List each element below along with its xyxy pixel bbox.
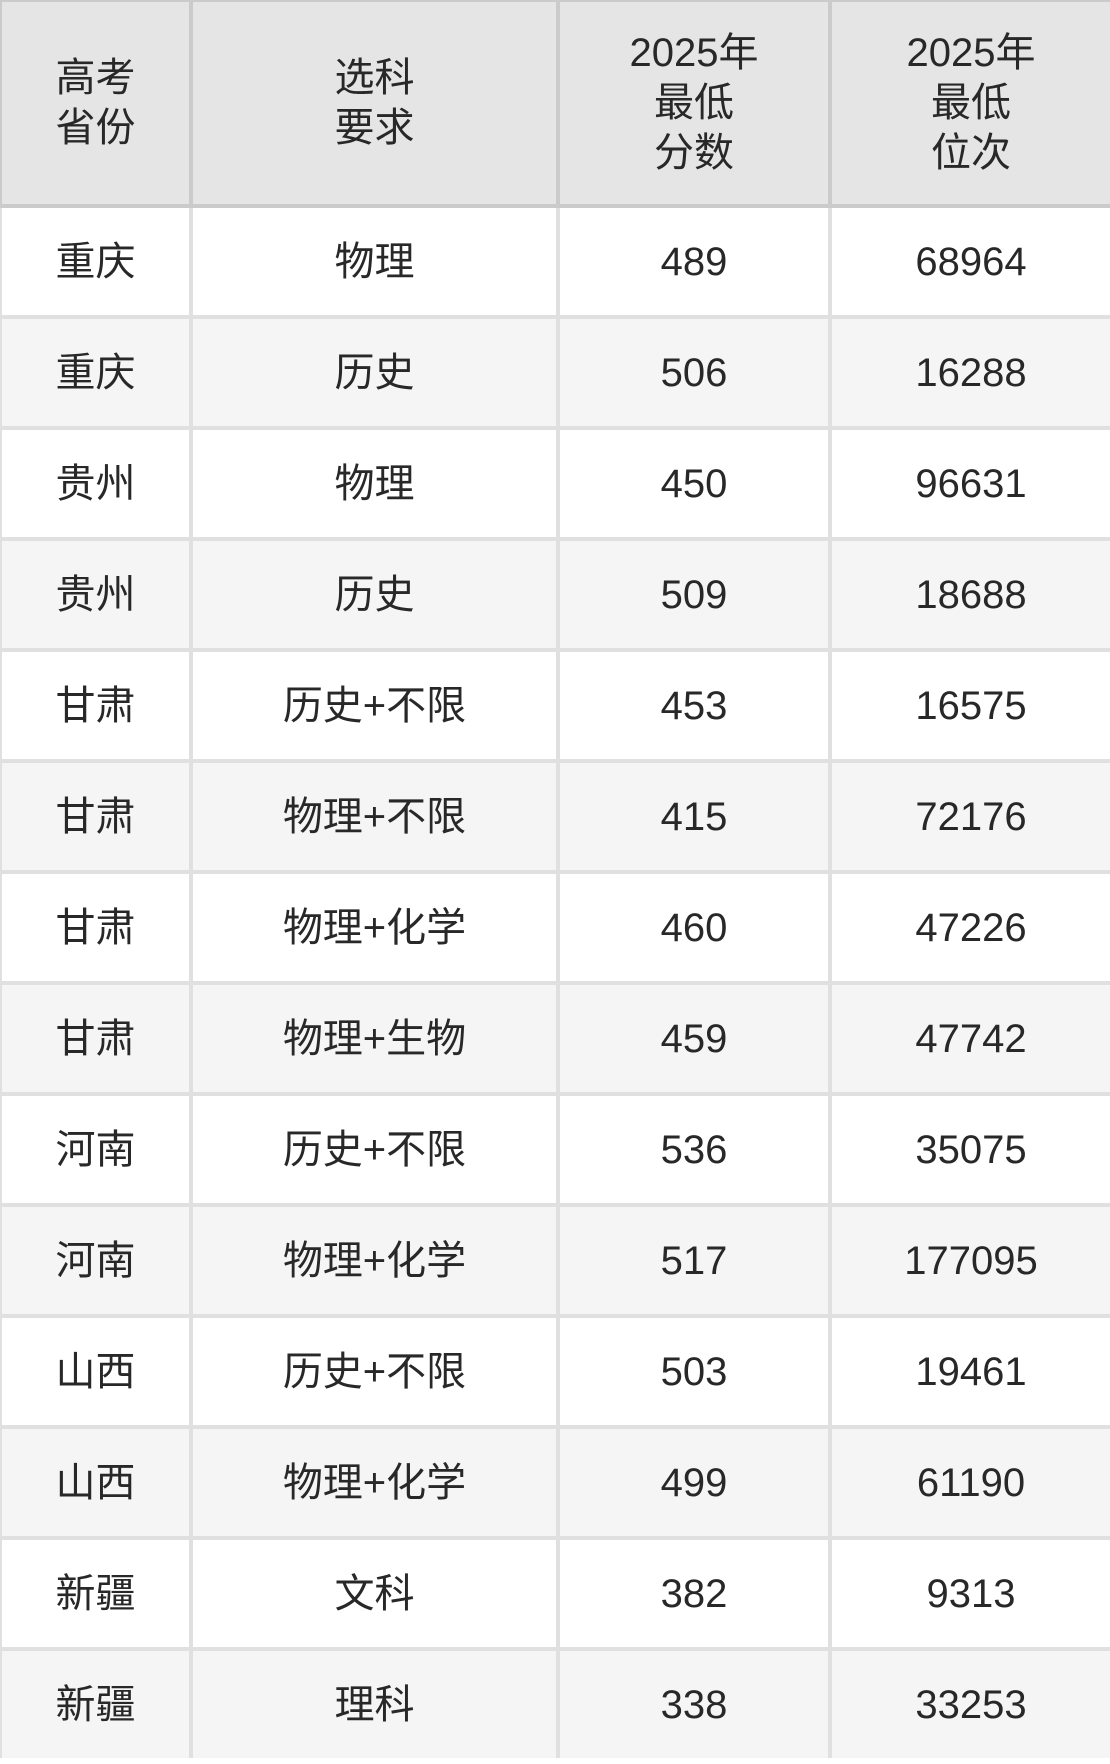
cell-min-rank: 16575 — [828, 648, 1110, 763]
cell-min-score: 536 — [556, 1092, 832, 1207]
cell-province: 重庆 — [0, 315, 193, 430]
table-row: 山西 物理+化学 499 61190 — [0, 1425, 1110, 1540]
cell-province: 贵州 — [0, 426, 193, 541]
cell-province: 甘肃 — [0, 981, 193, 1096]
cell-requirement: 历史+不限 — [189, 648, 560, 763]
cell-min-score: 382 — [556, 1536, 832, 1651]
cell-min-score: 509 — [556, 537, 832, 652]
table-row: 新疆 理科 338 33253 — [0, 1647, 1110, 1758]
cell-requirement: 物理+化学 — [189, 1203, 560, 1318]
cell-min-score: 499 — [556, 1425, 832, 1540]
cell-requirement: 物理 — [189, 204, 560, 319]
cell-requirement: 理科 — [189, 1647, 560, 1758]
cell-min-rank: 177095 — [828, 1203, 1110, 1318]
table-row: 甘肃 历史+不限 453 16575 — [0, 648, 1110, 763]
table-row: 甘肃 物理+生物 459 47742 — [0, 981, 1110, 1096]
cell-province: 新疆 — [0, 1647, 193, 1758]
cell-requirement: 物理+化学 — [189, 870, 560, 985]
cell-min-score: 450 — [556, 426, 832, 541]
cell-requirement: 历史 — [189, 315, 560, 430]
cell-min-score: 517 — [556, 1203, 832, 1318]
cell-min-rank: 47742 — [828, 981, 1110, 1096]
cell-min-score: 503 — [556, 1314, 832, 1429]
table-row: 河南 物理+化学 517 177095 — [0, 1203, 1110, 1318]
table-row: 河南 历史+不限 536 35075 — [0, 1092, 1110, 1207]
cell-min-rank: 9313 — [828, 1536, 1110, 1651]
cell-min-rank: 35075 — [828, 1092, 1110, 1207]
cell-province: 河南 — [0, 1092, 193, 1207]
table-row: 甘肃 物理+化学 460 47226 — [0, 870, 1110, 985]
cell-min-score: 506 — [556, 315, 832, 430]
table-row: 新疆 文科 382 9313 — [0, 1536, 1110, 1651]
cell-min-rank: 72176 — [828, 759, 1110, 874]
table-row: 贵州 历史 509 18688 — [0, 537, 1110, 652]
cell-requirement: 历史 — [189, 537, 560, 652]
cell-min-rank: 61190 — [828, 1425, 1110, 1540]
cell-province: 河南 — [0, 1203, 193, 1318]
cell-min-score: 489 — [556, 204, 832, 319]
cell-min-score: 338 — [556, 1647, 832, 1758]
cell-requirement: 历史+不限 — [189, 1092, 560, 1207]
cell-requirement: 物理+化学 — [189, 1425, 560, 1540]
cell-min-score: 453 — [556, 648, 832, 763]
cell-min-rank: 96631 — [828, 426, 1110, 541]
cell-requirement: 物理+不限 — [189, 759, 560, 874]
cell-min-rank: 47226 — [828, 870, 1110, 985]
table-row: 贵州 物理 450 96631 — [0, 426, 1110, 541]
table-row: 甘肃 物理+不限 415 72176 — [0, 759, 1110, 874]
cell-province: 重庆 — [0, 204, 193, 319]
header-cell-min-score: 2025年 最低 分数 — [556, 0, 832, 208]
table-header: 高考 省份 选科 要求 2025年 最低 分数 2025年 最低 位次 — [0, 0, 1110, 208]
cell-min-rank: 19461 — [828, 1314, 1110, 1429]
cell-min-rank: 16288 — [828, 315, 1110, 430]
table-row: 重庆 物理 489 68964 — [0, 204, 1110, 319]
cell-province: 甘肃 — [0, 648, 193, 763]
cell-min-score: 459 — [556, 981, 832, 1096]
cell-requirement: 历史+不限 — [189, 1314, 560, 1429]
table-row: 山西 历史+不限 503 19461 — [0, 1314, 1110, 1429]
header-cell-requirement: 选科 要求 — [189, 0, 560, 208]
cell-requirement: 物理+生物 — [189, 981, 560, 1096]
cell-province: 山西 — [0, 1314, 193, 1429]
table-row: 重庆 历史 506 16288 — [0, 315, 1110, 430]
cell-min-rank: 68964 — [828, 204, 1110, 319]
cell-requirement: 物理 — [189, 426, 560, 541]
cell-min-rank: 33253 — [828, 1647, 1110, 1758]
cell-province: 贵州 — [0, 537, 193, 652]
header-cell-province: 高考 省份 — [0, 0, 193, 208]
cell-min-score: 460 — [556, 870, 832, 985]
header-cell-min-rank: 2025年 最低 位次 — [828, 0, 1110, 208]
cell-min-rank: 18688 — [828, 537, 1110, 652]
cell-province: 甘肃 — [0, 870, 193, 985]
cell-province: 山西 — [0, 1425, 193, 1540]
table-body: 重庆 物理 489 68964 重庆 历史 506 16288 贵州 物理 45… — [0, 204, 1110, 1758]
table-header-row: 高考 省份 选科 要求 2025年 最低 分数 2025年 最低 位次 — [0, 0, 1110, 208]
cell-requirement: 文科 — [189, 1536, 560, 1651]
cell-province: 甘肃 — [0, 759, 193, 874]
cell-min-score: 415 — [556, 759, 832, 874]
cell-province: 新疆 — [0, 1536, 193, 1651]
